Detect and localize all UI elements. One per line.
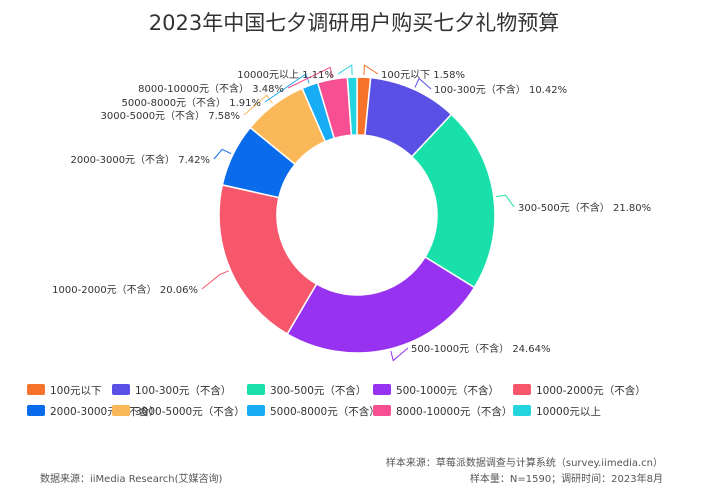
legend-label-4: 500-1000元（不含） bbox=[396, 384, 499, 397]
leader-line-2 bbox=[414, 77, 432, 90]
leader-line-7 bbox=[243, 94, 274, 116]
legend-swatch-3 bbox=[247, 384, 265, 395]
slice-label-2: 100-300元（不含） 10.42% bbox=[434, 83, 567, 96]
legend-label-6: 2000-3000元（不含） bbox=[50, 405, 160, 418]
slice-label-7: 3000-5000元（不含） 7.58% bbox=[101, 109, 240, 122]
legend-swatch-9 bbox=[373, 405, 391, 416]
slice-label-3: 300-500元（不含） 21.80% bbox=[518, 201, 651, 214]
legend-swatch-6 bbox=[27, 405, 45, 416]
legend-label-1: 100元以下 bbox=[50, 385, 102, 397]
slice-label-4: 500-1000元（不含） 24.64% bbox=[411, 342, 550, 355]
slice-label-6: 2000-3000元（不含） 7.42% bbox=[71, 153, 210, 166]
leader-line-6 bbox=[213, 148, 232, 160]
legend-label-5: 1000-2000元（不含） bbox=[536, 384, 646, 397]
labels-layer: 100元以下 1.58% 100-300元（不含） 10.42% 300-500元（… bbox=[52, 64, 651, 362]
sample-source-text: 样本来源：草莓派数据调查与计算系统（survey.iimedia.cn） bbox=[386, 456, 663, 469]
legend-swatch-7 bbox=[112, 405, 130, 416]
slice-3 bbox=[410, 113, 496, 289]
slice-label-1: 100元以下 1.58% bbox=[381, 70, 465, 81]
legend-swatch-5 bbox=[513, 384, 531, 395]
leader-line-4 bbox=[390, 347, 409, 362]
legend-swatch-8 bbox=[247, 405, 265, 416]
legend: 100元以下 100-300元（不含） 300-500元（不含） 500-1000元（… bbox=[27, 384, 646, 418]
leader-line-8 bbox=[264, 73, 310, 103]
legend-label-2: 100-300元（不含） bbox=[135, 384, 231, 397]
legend-swatch-4 bbox=[373, 384, 391, 395]
slice-label-8: 5000-8000元（不含） 1.91% bbox=[122, 96, 261, 109]
legend-label-10: 10000元以上 bbox=[536, 406, 601, 418]
legend-label-9: 8000-10000元（不含） bbox=[396, 405, 512, 418]
chart-title: 2023年中国七夕调研用户购买七夕礼物预算 bbox=[149, 11, 559, 35]
legend-label-8: 5000-8000元（不含） bbox=[270, 405, 380, 418]
sample-size-text: 样本量：N=1590；调研时间：2023年8月 bbox=[470, 472, 663, 485]
leader-line-3 bbox=[495, 194, 515, 208]
leader-line-9 bbox=[287, 66, 333, 89]
leader-line-1 bbox=[363, 64, 379, 76]
data-source-text: 数据来源：iiMedia Research(艾媒咨询) bbox=[40, 472, 223, 485]
legend-label-7: 3000-5000元（不含） bbox=[135, 405, 245, 418]
legend-label-3: 300-500元（不含） bbox=[270, 384, 366, 397]
slice-label-5: 1000-2000元（不含） 20.06% bbox=[52, 283, 198, 296]
legend-swatch-2 bbox=[112, 384, 130, 395]
slice-label-9: 8000-10000元（不含） 3.48% bbox=[138, 82, 284, 95]
slice-10 bbox=[346, 76, 358, 136]
leader-line-5 bbox=[201, 270, 229, 290]
legend-swatch-10 bbox=[513, 405, 531, 416]
slice-label-10: 10000元以上 1.11% bbox=[237, 69, 334, 81]
slice-4 bbox=[286, 255, 476, 354]
slices-layer bbox=[218, 76, 496, 354]
legend-swatch-1 bbox=[27, 384, 45, 395]
leader-line-10 bbox=[337, 64, 353, 76]
